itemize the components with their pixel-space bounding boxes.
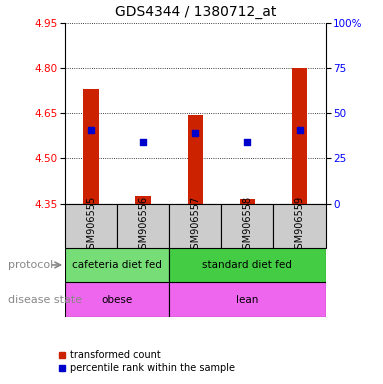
Bar (65, 282, 169, 317)
Bar (273, 204, 326, 248)
Text: GSM906555: GSM906555 (86, 196, 96, 255)
Bar (169, 248, 326, 282)
Text: protocol: protocol (8, 260, 53, 270)
Text: disease state: disease state (8, 295, 82, 305)
Legend: transformed count, percentile rank within the sample: transformed count, percentile rank withi… (55, 346, 239, 377)
Bar (169, 282, 326, 317)
Text: GSM906559: GSM906559 (295, 196, 304, 255)
Text: cafeteria diet fed: cafeteria diet fed (72, 260, 162, 270)
Point (192, 130, 198, 136)
Text: GSM906558: GSM906558 (242, 196, 252, 255)
Bar (83, 89, 99, 204)
Bar (169, 204, 221, 248)
Text: lean: lean (236, 295, 259, 305)
Text: obese: obese (101, 295, 133, 305)
Text: GSM906556: GSM906556 (138, 196, 148, 255)
Bar (221, 204, 273, 248)
Bar (117, 204, 169, 248)
Text: GSM906557: GSM906557 (190, 196, 200, 255)
Point (140, 139, 146, 145)
Point (244, 139, 250, 145)
Bar (65, 204, 117, 248)
Bar (292, 68, 307, 204)
Bar (65, 248, 169, 282)
Point (88, 127, 94, 133)
Point (296, 127, 303, 133)
Bar (240, 199, 255, 204)
Bar (188, 115, 203, 204)
Text: standard diet fed: standard diet fed (203, 260, 292, 270)
Title: GDS4344 / 1380712_at: GDS4344 / 1380712_at (115, 5, 276, 19)
Bar (136, 196, 151, 204)
